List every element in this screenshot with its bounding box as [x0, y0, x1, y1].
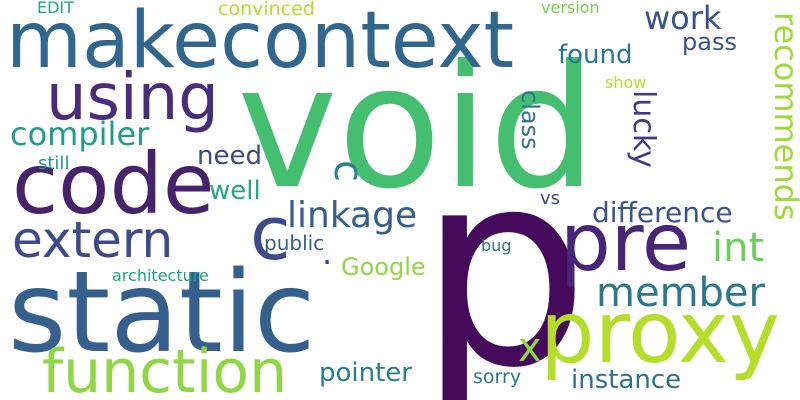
word-class: class	[516, 90, 544, 150]
word-pre: pre	[560, 196, 692, 289]
word-x: x	[518, 325, 542, 371]
word-c-small: c	[325, 160, 371, 182]
word-function: function	[42, 337, 288, 400]
word-well: well	[209, 176, 261, 206]
word-need: need	[197, 141, 262, 171]
word-int: int	[712, 225, 765, 271]
word-void: void	[237, 29, 597, 227]
word-architecture: architecture	[112, 266, 209, 285]
word-work: work	[644, 0, 722, 37]
word-bug: bug	[481, 236, 512, 255]
word-convinced: convinced	[218, 0, 315, 20]
word-using: using	[46, 61, 219, 135]
word-recommends: recommends	[767, 12, 800, 221]
word-code: code	[12, 135, 215, 233]
word-linkage: linkage	[287, 195, 418, 236]
word-vs: vs	[540, 188, 561, 209]
word-EDIT: EDIT	[37, 0, 74, 17]
word-compiler: compiler	[10, 115, 150, 153]
word-member: member	[596, 270, 765, 316]
word-pass: pass	[682, 28, 737, 56]
word-extern: extern	[12, 211, 174, 269]
word-difference: difference	[592, 196, 733, 229]
word-sorry: sorry	[473, 366, 522, 388]
word-instance: instance	[571, 365, 682, 395]
word-show: show	[605, 73, 647, 92]
word-public: public	[264, 231, 325, 255]
word-still: still	[38, 153, 70, 174]
word-version: version	[541, 0, 600, 17]
word-Google: Google	[341, 253, 426, 281]
word-static: static	[8, 248, 316, 378]
word-found: found	[558, 40, 633, 70]
word-p: p	[418, 112, 590, 400]
word-dot: .	[322, 234, 333, 272]
word-c-big: c	[250, 191, 291, 277]
word-proxy: proxy	[540, 283, 780, 383]
word-makecontext: makecontext	[6, 0, 515, 86]
word-pointer: pointer	[319, 358, 412, 388]
word-lucky: lucky	[626, 90, 661, 168]
